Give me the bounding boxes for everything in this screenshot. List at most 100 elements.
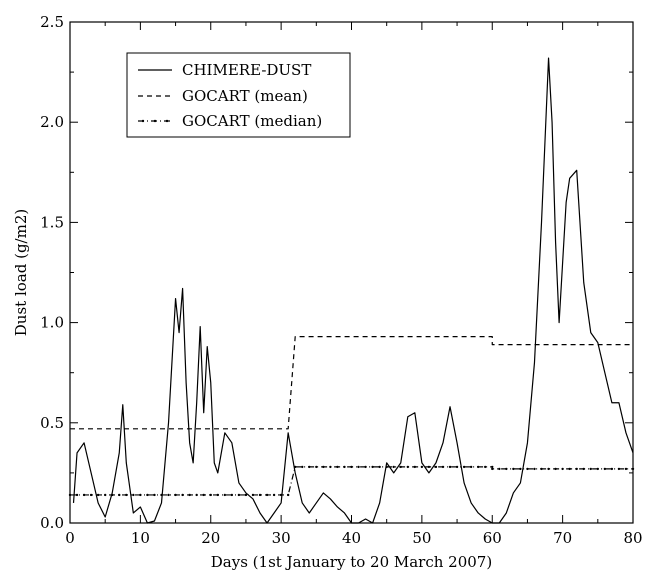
series-marker-2	[188, 493, 191, 497]
series-marker-2	[406, 465, 409, 469]
x-tick-label: 70	[553, 529, 572, 547]
series-marker-2	[322, 465, 325, 469]
legend-marker-gocart-median-3	[165, 119, 169, 123]
series-marker-2	[610, 467, 614, 471]
series-marker-2	[484, 465, 487, 469]
series-line-2	[70, 466, 633, 496]
series-marker-2	[498, 467, 501, 471]
x-tick-label: 80	[623, 529, 642, 547]
series-layer	[68, 57, 635, 524]
x-tick-label: 60	[483, 529, 502, 547]
series-marker-2	[244, 493, 248, 497]
legend-label-chimere: CHIMERE-DUST	[182, 61, 311, 79]
x-tick-label: 10	[131, 529, 150, 547]
series-marker-2	[167, 493, 170, 497]
y-tick-label: 1.5	[40, 213, 64, 231]
series-marker-2	[336, 465, 339, 469]
series-marker-2	[420, 465, 424, 469]
y-tick-label: 2.0	[40, 113, 64, 131]
y-tick-label: 0.5	[40, 414, 64, 432]
series-marker-2	[617, 467, 621, 471]
series-marker-2	[160, 493, 163, 497]
series-marker-2	[265, 493, 269, 497]
series-marker-2	[209, 493, 212, 497]
series-marker-2	[540, 467, 543, 471]
series-marker-2	[195, 493, 198, 497]
series-marker-2	[82, 493, 86, 497]
series-marker-2	[554, 467, 557, 471]
series-marker-2	[350, 465, 353, 469]
y-tick-label: 1.0	[40, 314, 64, 332]
series-marker-2	[75, 493, 79, 497]
x-tick-label: 40	[342, 529, 361, 547]
series-marker-2	[237, 493, 241, 497]
y-tick-label: 2.5	[40, 13, 64, 31]
series-marker-2	[469, 465, 473, 469]
x-tick-label: 0	[65, 529, 75, 547]
series-marker-2	[139, 493, 142, 497]
legend-label-gocart-median: GOCART (median)	[182, 112, 322, 130]
series-marker-2	[111, 493, 114, 497]
series-marker-2	[547, 467, 550, 471]
series-marker-2	[96, 493, 100, 497]
series-marker-2	[596, 467, 600, 471]
series-marker-2	[315, 465, 318, 469]
series-line-0	[72, 57, 634, 524]
series-marker-2	[519, 467, 522, 471]
series-marker-2	[174, 493, 177, 497]
legend: CHIMERE-DUST GOCART (mean) GOCART (media…	[126, 52, 351, 138]
series-marker-2	[125, 493, 128, 497]
series-marker-2	[202, 493, 205, 497]
series-marker-2	[385, 465, 388, 469]
series-marker-2	[132, 493, 135, 497]
series-marker-2	[491, 467, 494, 471]
series-marker-2	[455, 465, 459, 469]
series-marker-2	[223, 493, 227, 497]
x-tick-label: 50	[412, 529, 431, 547]
series-marker-2	[582, 467, 585, 471]
series-marker-2	[103, 493, 107, 497]
series-marker-2	[427, 465, 431, 469]
series-marker-2	[343, 465, 346, 469]
series-marker-2	[561, 467, 564, 471]
series-marker-2	[258, 493, 262, 497]
series-marker-2	[146, 493, 149, 497]
series-marker-2	[89, 493, 93, 497]
series-marker-2	[434, 465, 438, 469]
x-axis-title: Days (1st January to 20 March 2007)	[211, 553, 492, 570]
series-marker-2	[216, 493, 219, 497]
series-marker-2	[371, 465, 374, 469]
series-marker-2	[294, 465, 297, 469]
series-marker-2	[631, 467, 635, 471]
legend-marker-gocart-median-2	[153, 119, 157, 123]
series-marker-2	[491, 465, 494, 469]
series-marker-2	[279, 493, 283, 497]
x-axis-ticks: 0 10 20 30 40 50 60 70 80	[65, 22, 643, 547]
series-marker-2	[153, 493, 156, 497]
series-marker-2	[568, 467, 571, 471]
series-marker-2	[357, 465, 360, 469]
series-marker-2	[364, 465, 367, 469]
series-marker-2	[462, 465, 466, 469]
x-tick-label: 30	[272, 529, 291, 547]
y-axis-title: Dust load (g/m2)	[12, 209, 30, 336]
series-marker-2	[441, 465, 445, 469]
series-marker-2	[286, 493, 290, 497]
series-marker-2	[378, 465, 381, 469]
series-marker-2	[448, 465, 452, 469]
series-marker-2	[181, 493, 184, 497]
series-marker-2	[399, 465, 402, 469]
series-marker-2	[413, 465, 417, 469]
series-marker-2	[68, 493, 72, 497]
series-marker-2	[624, 467, 628, 471]
series-marker-2	[272, 493, 276, 497]
legend-label-gocart-mean: GOCART (mean)	[182, 87, 308, 105]
series-marker-2	[392, 465, 395, 469]
series-marker-2	[533, 467, 536, 471]
series-line-1	[70, 336, 633, 430]
series-marker-2	[329, 465, 332, 469]
series-marker-2	[301, 465, 304, 469]
series-marker-2	[526, 467, 529, 471]
series-marker-2	[251, 493, 255, 497]
